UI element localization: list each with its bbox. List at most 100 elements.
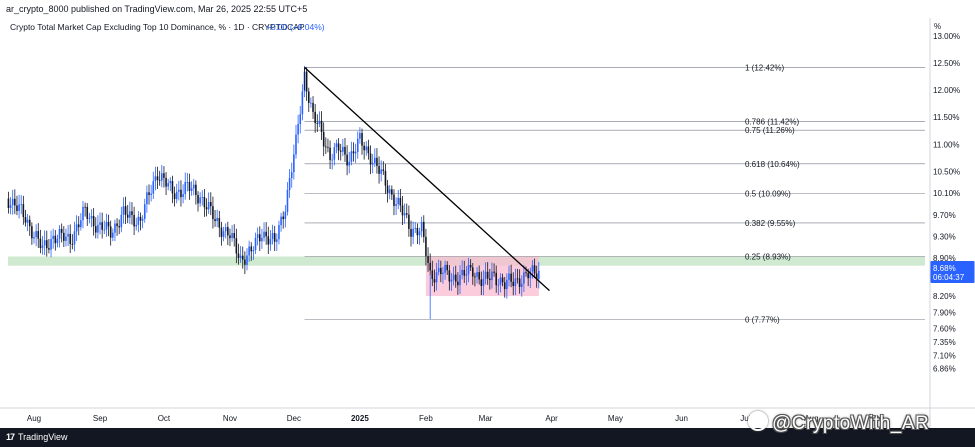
candle-body <box>538 270 540 280</box>
chart-area[interactable]: 1 (12.42%) 0.786 (11.42%)0.75 (11.26%) 0.6… <box>0 18 975 428</box>
candle-body <box>322 131 325 147</box>
candle-body <box>18 204 20 211</box>
candle-body <box>365 146 368 151</box>
candle-body <box>333 147 336 160</box>
candle-body <box>9 205 12 208</box>
candle-body <box>58 228 61 239</box>
candle-body <box>499 277 502 285</box>
candle-body <box>469 265 472 268</box>
watermark-text: @CryptoWith_AR <box>772 413 930 434</box>
candle-body <box>380 169 382 174</box>
candle-body <box>520 283 523 287</box>
candle-body <box>471 267 474 277</box>
candle-body <box>205 207 208 210</box>
candle-body <box>229 235 231 239</box>
candle-body <box>354 151 357 154</box>
candle-body <box>459 275 461 286</box>
candle-body <box>369 153 372 165</box>
candle-body <box>77 224 80 228</box>
candle-body <box>186 182 189 183</box>
candle-body <box>399 197 402 206</box>
candle-body <box>448 270 451 282</box>
y-tick-label: 12.00% <box>933 86 960 95</box>
y-tick-label: 7.35% <box>933 338 956 347</box>
fib-label-3: 0.618 (10.64%) <box>745 160 800 169</box>
candle-body <box>137 216 140 225</box>
candle-body <box>63 232 65 241</box>
candle-body <box>378 166 380 174</box>
candle-body <box>54 235 57 244</box>
candle-body <box>425 236 427 257</box>
y-tick-label: 11.00% <box>933 140 960 149</box>
candle-body <box>422 221 425 237</box>
candle-body <box>376 157 378 167</box>
candle-body <box>131 211 133 216</box>
tv-mark: 17 <box>6 432 15 442</box>
candle-body <box>154 176 157 182</box>
candle-body <box>171 181 174 194</box>
candle-body <box>348 161 351 166</box>
candle-body <box>56 238 59 244</box>
candle-body <box>457 281 459 286</box>
candle-body <box>14 198 16 206</box>
x-tick-label: Oct <box>158 414 171 423</box>
candle-body <box>403 213 406 216</box>
candle-body <box>7 198 10 208</box>
candle-body <box>337 143 340 151</box>
fib-label-7: 0 (7.77%) <box>745 315 780 324</box>
candle-body <box>199 197 201 204</box>
candle-body <box>361 132 363 146</box>
candle-body <box>486 271 489 279</box>
y-tick-label: 7.10% <box>933 352 956 361</box>
candle-body <box>405 213 408 215</box>
candle-body <box>52 235 54 239</box>
candle-body <box>371 162 374 165</box>
candle-body <box>299 114 302 124</box>
price-tag-value: 8.68% <box>933 264 956 273</box>
candle-body <box>169 181 172 184</box>
candle-body <box>231 233 233 239</box>
candle-body <box>325 146 327 148</box>
candle-body <box>393 194 395 206</box>
candle-body <box>190 188 193 191</box>
candle-body <box>73 231 76 245</box>
candle-body <box>273 233 276 242</box>
tradingview-logo[interactable]: 17 TradingView <box>6 431 68 444</box>
x-tick-label: Aug <box>27 414 41 423</box>
candle-body <box>167 183 169 187</box>
candle-body <box>50 238 52 250</box>
x-tick-label: Nov <box>223 414 237 423</box>
candle-body <box>482 278 485 286</box>
candle-body <box>397 197 400 205</box>
x-tick-label: Feb <box>419 414 433 423</box>
candle-body <box>173 193 176 200</box>
y-tick-label: 13.00% <box>933 32 960 41</box>
candle-body <box>161 173 163 181</box>
candle-body <box>80 220 82 228</box>
footer-bar: 17 TradingView <box>0 428 975 447</box>
candle-body <box>82 206 84 221</box>
candle-body <box>156 176 159 180</box>
candle-body <box>359 132 361 139</box>
candle-body <box>129 211 131 218</box>
x-tick-label: 2025 <box>351 414 369 423</box>
candle-body <box>256 234 259 238</box>
candle-body <box>307 91 310 104</box>
tv-brand: TradingView <box>18 432 68 442</box>
candle-body <box>227 227 229 236</box>
candle-body <box>192 184 195 189</box>
candle-body <box>297 123 299 135</box>
candle-body <box>356 138 359 152</box>
candle-body <box>508 273 510 280</box>
candle-body <box>431 270 434 280</box>
candle-body <box>444 264 446 273</box>
candles-layer <box>7 65 540 320</box>
candle-body <box>252 249 255 252</box>
candle-body <box>412 228 414 237</box>
candle-body <box>327 146 329 148</box>
candle-body <box>250 246 253 252</box>
candle-body <box>454 274 457 282</box>
candle-body <box>446 264 449 271</box>
candle-body <box>220 227 223 237</box>
publish-header: ar_crypto_8000 published on TradingView.… <box>0 0 975 18</box>
